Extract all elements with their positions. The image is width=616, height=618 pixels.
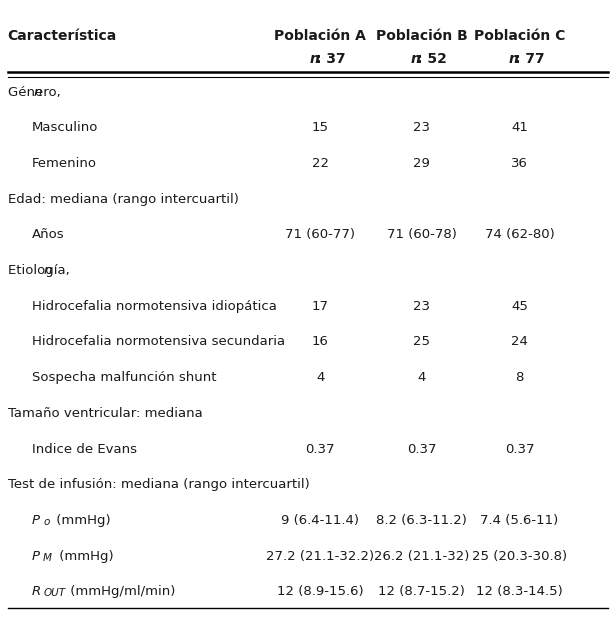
Text: n: n [410, 53, 420, 67]
Text: Femenino: Femenino [32, 157, 97, 170]
Text: M: M [43, 552, 52, 562]
Text: 45: 45 [511, 300, 528, 313]
Text: 74 (62-80): 74 (62-80) [485, 229, 554, 242]
Text: 22: 22 [312, 157, 329, 170]
Text: 25 (20.3-30.8): 25 (20.3-30.8) [472, 549, 567, 562]
Text: n: n [309, 53, 319, 67]
Text: Población B: Población B [376, 29, 468, 43]
Text: 16: 16 [312, 336, 329, 349]
Text: o: o [43, 517, 49, 527]
Text: 12 (8.7-15.2): 12 (8.7-15.2) [378, 585, 465, 598]
Text: 36: 36 [511, 157, 528, 170]
Text: Indice de Evans: Indice de Evans [32, 442, 137, 455]
Text: Etiología,: Etiología, [7, 264, 73, 277]
Text: : 52: : 52 [417, 53, 447, 67]
Text: (mmHg): (mmHg) [52, 514, 111, 527]
Text: 12 (8.3-14.5): 12 (8.3-14.5) [476, 585, 563, 598]
Text: 23: 23 [413, 300, 430, 313]
Text: n: n [43, 264, 52, 277]
Text: 71 (60-78): 71 (60-78) [386, 229, 456, 242]
Text: Tamaño ventricular: mediana: Tamaño ventricular: mediana [7, 407, 202, 420]
Text: 71 (60-77): 71 (60-77) [285, 229, 355, 242]
Text: 8.2 (6.3-11.2): 8.2 (6.3-11.2) [376, 514, 467, 527]
Text: 7.4 (5.6-11): 7.4 (5.6-11) [480, 514, 559, 527]
Text: n: n [509, 53, 519, 67]
Text: 0.37: 0.37 [306, 442, 335, 455]
Text: OUT: OUT [43, 588, 65, 598]
Text: 27.2 (21.1-32.2): 27.2 (21.1-32.2) [266, 549, 375, 562]
Text: 23: 23 [413, 121, 430, 134]
Text: Género,: Género, [7, 86, 65, 99]
Text: 25: 25 [413, 336, 430, 349]
Text: P: P [32, 549, 40, 562]
Text: n: n [33, 86, 42, 99]
Text: 26.2 (21.1-32): 26.2 (21.1-32) [374, 549, 469, 562]
Text: 0.37: 0.37 [407, 442, 436, 455]
Text: 0.37: 0.37 [505, 442, 534, 455]
Text: Hidrocefalia normotensiva idiopática: Hidrocefalia normotensiva idiopática [32, 300, 277, 313]
Text: Masculino: Masculino [32, 121, 99, 134]
Text: Población C: Población C [474, 29, 565, 43]
Text: : 77: : 77 [515, 53, 545, 67]
Text: 9 (6.4-11.4): 9 (6.4-11.4) [282, 514, 359, 527]
Text: 24: 24 [511, 336, 528, 349]
Text: Sospecha malfunción shunt: Sospecha malfunción shunt [32, 371, 217, 384]
Text: 41: 41 [511, 121, 528, 134]
Text: P: P [32, 514, 40, 527]
Text: : 37: : 37 [316, 53, 346, 67]
Text: Años: Años [32, 229, 65, 242]
Text: 29: 29 [413, 157, 430, 170]
Text: (mmHg): (mmHg) [55, 549, 114, 562]
Text: Característica: Característica [7, 29, 117, 43]
Text: 4: 4 [316, 371, 325, 384]
Text: R: R [32, 585, 41, 598]
Text: Edad: mediana (rango intercuartil): Edad: mediana (rango intercuartil) [7, 193, 238, 206]
Text: 12 (8.9-15.6): 12 (8.9-15.6) [277, 585, 363, 598]
Text: Test de infusión: mediana (rango intercuartil): Test de infusión: mediana (rango intercu… [7, 478, 309, 491]
Text: 8: 8 [516, 371, 524, 384]
Text: Población A: Población A [274, 29, 366, 43]
Text: 15: 15 [312, 121, 329, 134]
Text: 17: 17 [312, 300, 329, 313]
Text: (mmHg/ml/min): (mmHg/ml/min) [66, 585, 175, 598]
Text: 4: 4 [417, 371, 426, 384]
Text: Hidrocefalia normotensiva secundaria: Hidrocefalia normotensiva secundaria [32, 336, 285, 349]
